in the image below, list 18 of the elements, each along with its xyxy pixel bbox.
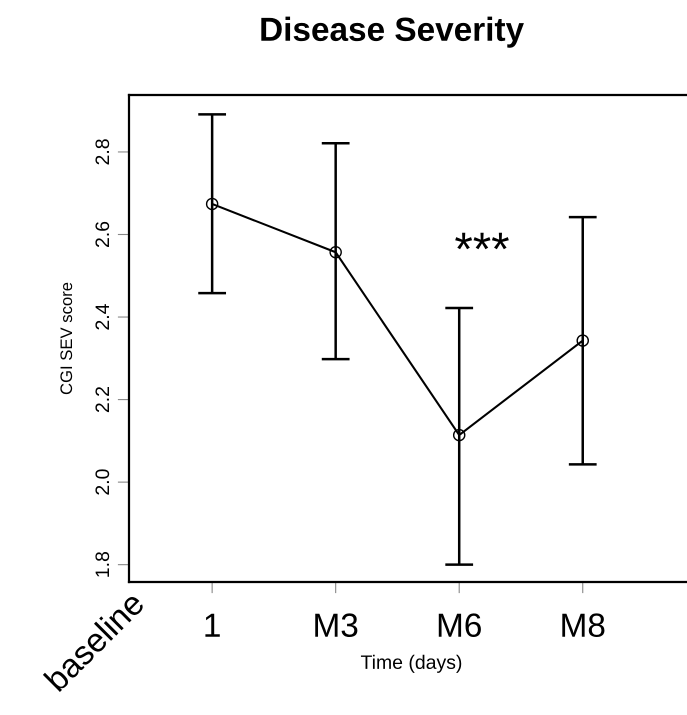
x-axis-title: Time (days) [360,654,462,673]
x-tick-label: M6 [438,613,481,638]
y-tick-label: 2.4 [95,304,109,330]
chart-title: Disease Severity [261,16,524,48]
y-axis-title: CGI SEV score [60,282,72,394]
y-tick-label: 2.8 [95,139,110,164]
point [452,428,466,442]
point [329,246,342,258]
annotation: *** [455,232,509,250]
y-tick-label: 2.0 [95,469,110,495]
point [206,198,218,210]
x-tick-label: M3 [315,613,358,638]
y-tick-label: 2.2 [95,387,109,412]
point [576,334,589,347]
x-tick-label: M8 [562,613,604,638]
x-tick-label: 1 [205,614,220,637]
y-tick-label: 1.8 [95,552,110,577]
y-tick-label: 2.6 [95,222,110,248]
